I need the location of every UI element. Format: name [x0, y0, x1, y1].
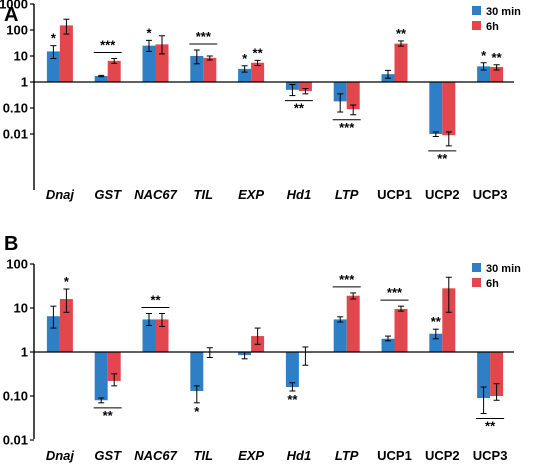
- bar-6h: [442, 288, 456, 352]
- bar-30min: [94, 76, 108, 82]
- y-tick-label: 1: [21, 345, 28, 360]
- significance-marker: ***: [196, 29, 212, 44]
- bar-30min: [142, 319, 156, 352]
- bar-30min: [46, 51, 60, 82]
- significance-marker: *: [51, 31, 57, 46]
- legend-label: 6h: [486, 21, 499, 33]
- category-label: EXP: [238, 448, 264, 463]
- y-tick-label: 0.10: [3, 389, 28, 404]
- bar-30min: [94, 352, 108, 401]
- category-label: UCP3: [473, 448, 508, 463]
- legend-label: 30 min: [486, 263, 521, 275]
- panel-a-plot: 1000 100 10 1 0.10 0.01 Dnaj GST NAC67 TIL EXP Hd1 L…: [0, 0, 521, 202]
- category-label: LTP: [335, 187, 359, 202]
- significance-marker: **: [150, 292, 161, 307]
- bar-6h: [155, 319, 169, 352]
- panel-b-letter: B: [4, 233, 18, 255]
- significance-marker: *: [242, 51, 248, 66]
- bar-30min: [429, 333, 443, 352]
- significance-marker: **: [253, 45, 264, 60]
- bar-6h: [107, 352, 121, 381]
- significance-marker: **: [485, 419, 496, 434]
- bar-30min: [477, 66, 491, 82]
- significance-marker: ***: [339, 120, 355, 135]
- significance-marker: *: [64, 274, 70, 289]
- category-label: TIL: [194, 448, 214, 463]
- bar-30min: [333, 82, 347, 102]
- significance-marker: *: [146, 25, 152, 40]
- bar-6h: [59, 25, 73, 82]
- category-label: GST: [94, 448, 122, 463]
- significance-marker: *: [194, 404, 200, 419]
- legend-swatch-30min: [472, 263, 481, 272]
- significance-marker: ***: [100, 38, 116, 53]
- bar-6h: [298, 82, 312, 92]
- panel-b-plot: 100 10 1 0.10 0.01 Dnaj GST NAC67 TIL EXP Hd1 LTP UC…: [3, 257, 521, 464]
- bar-6h: [59, 299, 73, 352]
- bar-6h: [251, 62, 265, 82]
- bar-30min: [190, 352, 204, 391]
- significance-marker: **: [103, 408, 114, 423]
- bar-30min: [142, 45, 156, 82]
- y-tick-label: 0.10: [3, 101, 28, 116]
- bar-6h: [346, 295, 360, 352]
- significance-marker: ***: [387, 285, 403, 300]
- legend-swatch-6h: [472, 21, 481, 30]
- significance-marker: **: [287, 392, 298, 407]
- y-tick-label: 100: [6, 257, 28, 272]
- category-label: Hd1: [287, 187, 312, 202]
- bar-6h: [442, 82, 456, 136]
- y-tick-label: 0.01: [3, 127, 28, 142]
- y-tick-label: 10: [14, 301, 28, 316]
- y-tick-label: 1: [21, 75, 28, 90]
- category-label: UCP1: [377, 187, 412, 202]
- bar-6h: [107, 60, 121, 82]
- category-label: UCP3: [473, 187, 508, 202]
- bar-6h: [490, 66, 504, 82]
- bar-30min: [429, 82, 443, 134]
- bar-30min: [477, 352, 491, 399]
- category-label: LTP: [335, 448, 359, 463]
- bar-6h: [394, 43, 408, 82]
- bar-30min: [285, 352, 299, 388]
- category-label: NAC67: [134, 187, 177, 202]
- category-label: GST: [94, 187, 122, 202]
- bar-6h: [346, 82, 360, 110]
- significance-marker: **: [492, 50, 503, 65]
- category-label: EXP: [238, 187, 264, 202]
- y-tick-label: 0.01: [3, 433, 28, 448]
- category-label: TIL: [194, 187, 214, 202]
- significance-marker: *: [481, 48, 487, 63]
- significance-marker: **: [396, 26, 407, 41]
- legend-label: 6h: [486, 278, 499, 290]
- legend-swatch-6h: [472, 278, 481, 287]
- panel-a-letter: A: [4, 4, 18, 26]
- bar-30min: [333, 319, 347, 352]
- category-label: Dnaj: [46, 187, 75, 202]
- category-label: Hd1: [287, 448, 312, 463]
- category-label: NAC67: [134, 448, 177, 463]
- bar-6h: [155, 44, 169, 82]
- y-tick-label: 10: [14, 49, 28, 64]
- category-label: UCP2: [425, 187, 460, 202]
- bar-6h: [203, 57, 217, 82]
- bar-30min: [190, 56, 204, 82]
- category-label: UCP2: [425, 448, 460, 463]
- significance-marker: ***: [339, 272, 355, 287]
- legend-swatch-30min: [472, 6, 481, 15]
- bar-30min: [381, 338, 395, 352]
- category-label: Dnaj: [46, 448, 75, 463]
- significance-marker: **: [431, 314, 442, 329]
- bar-6h: [394, 308, 408, 352]
- y-tick-label: 1000: [0, 0, 28, 12]
- significance-marker: **: [437, 151, 448, 166]
- legend-label: 30 min: [486, 6, 521, 18]
- significance-marker: **: [294, 101, 305, 116]
- category-label: UCP1: [377, 448, 412, 463]
- bar-6h: [490, 352, 504, 396]
- y-tick-label: 100: [6, 23, 28, 38]
- bar-30min: [46, 316, 60, 352]
- bar-30min: [238, 68, 252, 82]
